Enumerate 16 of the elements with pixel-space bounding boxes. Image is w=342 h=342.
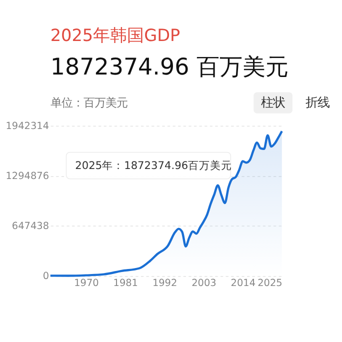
x-tick-label: 1981 <box>113 278 138 290</box>
y-tick-label: 647438 <box>12 221 50 232</box>
annotation: 2025年：1872374.96百万美元 <box>75 159 232 172</box>
y-tick-label: 1942314 <box>6 120 50 132</box>
x-tick-label: 2014 <box>230 278 256 290</box>
x-tick-label: 2003 <box>192 278 216 290</box>
y-tick-label: 1294876 <box>6 170 50 182</box>
text: 折线 <box>305 95 330 110</box>
y-tick-label: 0 <box>42 271 50 282</box>
y-axis-title: 单位：百万美元 <box>50 95 128 110</box>
x-tick-label: 2025 <box>258 278 282 290</box>
text: 柱状 <box>261 95 286 110</box>
chart-title: 2025年韩国GDP <box>50 24 180 45</box>
x-tick-label: 1992 <box>152 278 178 290</box>
x-tick-label: 1970 <box>74 278 99 290</box>
chart-subtitle: 1872374.96 百万美元 <box>50 54 288 81</box>
